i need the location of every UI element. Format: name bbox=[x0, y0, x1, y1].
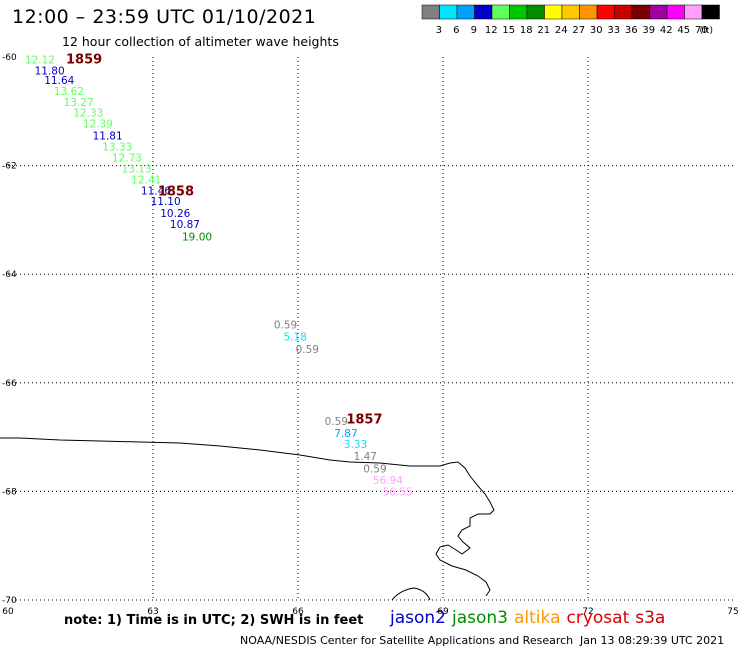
wave-height-label: 0.59 bbox=[274, 320, 297, 332]
wave-height-label: 3.33 bbox=[344, 439, 367, 451]
longitude-tick-label: 72 bbox=[582, 607, 593, 617]
coastline-island bbox=[391, 587, 431, 601]
wave-height-label: 12.73 bbox=[112, 152, 142, 164]
longitude-tick-label: 63 bbox=[147, 607, 158, 617]
wave-height-label: 10.26 bbox=[160, 208, 190, 220]
wave-height-label: 12.12 bbox=[25, 55, 55, 67]
wave-height-label: 12.41 bbox=[131, 175, 161, 187]
legend-label: 12 bbox=[485, 25, 498, 36]
wave-height-label: 5.18 bbox=[284, 331, 307, 343]
satellite-name-s3a: s3a bbox=[635, 608, 666, 628]
longitude-tick-label: 60 bbox=[2, 607, 14, 617]
credit-text: NOAA/NESDIS Center for Satellite Applica… bbox=[240, 634, 574, 647]
longitude-tick-label: 66 bbox=[292, 607, 304, 617]
time-label: 1857 bbox=[346, 413, 382, 428]
legend-label: 21 bbox=[537, 25, 550, 36]
wave-height-label: 13.62 bbox=[54, 86, 84, 98]
wave-height-label: 11.81 bbox=[93, 131, 123, 143]
legend-label: 70 bbox=[695, 25, 708, 36]
latitude-tick-label: -68 bbox=[2, 487, 17, 497]
units-note: note: 1) Time is in UTC; 2) SWH is in fe… bbox=[64, 613, 364, 628]
wave-height-label: 0.59 bbox=[325, 416, 348, 428]
legend-label: 18 bbox=[520, 25, 533, 36]
coastline bbox=[0, 437, 495, 597]
wave-height-label: 0.59 bbox=[363, 463, 386, 475]
wave-height-label: 12.33 bbox=[73, 108, 103, 120]
wave-height-label: 0.59 bbox=[296, 344, 319, 356]
latitude-tick-label: -60 bbox=[2, 53, 17, 63]
legend-label: 6 bbox=[453, 25, 459, 36]
wave-height-label: 13.13 bbox=[122, 164, 152, 176]
time-label: 1859 bbox=[66, 53, 102, 68]
legend-label: 9 bbox=[471, 25, 477, 36]
wave-height-label: 11.64 bbox=[44, 75, 74, 87]
wave-height-label: 11.10 bbox=[151, 196, 181, 208]
latitude-tick-label: -66 bbox=[2, 379, 17, 389]
legend-label: 3 bbox=[436, 25, 442, 36]
satellite-legend: jason2 jason3 altika cryosat s3a bbox=[390, 608, 671, 628]
latitude-tick-label: -64 bbox=[2, 270, 17, 280]
time-label: 1858 bbox=[158, 184, 194, 199]
latitude-tick-label: -62 bbox=[2, 162, 17, 172]
legend-label: 36 bbox=[625, 25, 638, 36]
satellite-name-cryosat: cryosat bbox=[566, 608, 630, 628]
wave-height-label: 12.39 bbox=[83, 119, 113, 131]
longitude-tick-label: 75 bbox=[727, 607, 738, 617]
legend-label: 24 bbox=[555, 25, 568, 36]
map-title: 12:00 – 23:59 UTC 01/10/2021 bbox=[12, 6, 317, 28]
wave-height-label: 13.33 bbox=[102, 141, 132, 153]
legend-label: 27 bbox=[572, 25, 585, 36]
wave-height-legend: 3 6 9 12 15 18 21 24 27 30 33 36 39 42 45 70(ft) bbox=[421, 4, 720, 36]
legend-label: 45 bbox=[677, 25, 690, 36]
satellite-name-jason3: jason3 bbox=[452, 608, 508, 628]
legend-unit: (ft) bbox=[700, 26, 714, 36]
legend-label: 39 bbox=[642, 25, 655, 36]
longitude-tick-label: 69 bbox=[437, 607, 449, 617]
wave-height-label: 19.00 bbox=[182, 232, 212, 244]
wave-height-label: 11.80 bbox=[35, 65, 65, 77]
legend-label: 42 bbox=[660, 25, 673, 36]
legend-label: 30 bbox=[590, 25, 603, 36]
satellite-name-altika: altika bbox=[514, 608, 561, 628]
wave-height-label: 7.87 bbox=[334, 428, 357, 440]
wave-height-label: 56.94 bbox=[373, 475, 403, 487]
map-subtitle: 12 hour collection of altimeter wave hei… bbox=[62, 34, 339, 49]
legend-label: 15 bbox=[502, 25, 515, 36]
wave-height-label: 10.87 bbox=[170, 219, 200, 231]
legend-label: 33 bbox=[607, 25, 620, 36]
wave-height-label: 56.55 bbox=[383, 487, 413, 499]
legend-swatch bbox=[701, 4, 720, 20]
wave-height-label: 13.27 bbox=[64, 97, 94, 109]
satellite-name-jason2: jason2 bbox=[390, 608, 446, 628]
wave-height-label: 1.47 bbox=[354, 451, 377, 463]
wave-height-label: 11.46 bbox=[141, 185, 171, 197]
latitude-tick-label: -70 bbox=[2, 596, 17, 606]
generated-timestamp: Jan 13 08:29:39 UTC 2021 bbox=[580, 634, 725, 647]
